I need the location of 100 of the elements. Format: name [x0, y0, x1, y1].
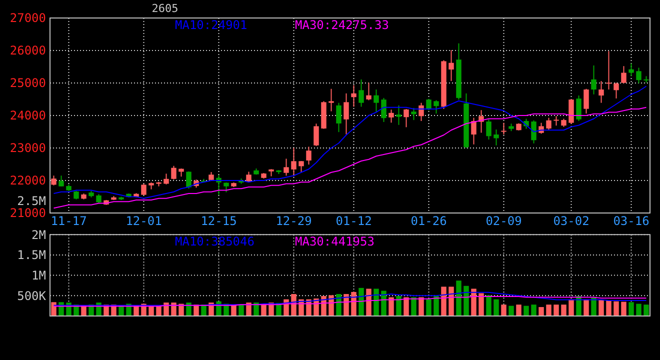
candlestick [576, 95, 582, 122]
bar [621, 302, 626, 316]
candlestick [471, 117, 476, 145]
x-tick-label: 03-16 [613, 214, 650, 228]
candlestick [298, 160, 304, 173]
bar [524, 306, 529, 316]
text: MA10:385046 [175, 234, 254, 249]
x-tick-label: 11-17 [50, 214, 87, 228]
candlestick [426, 98, 432, 111]
bar [598, 300, 604, 316]
chart-title: 2605 [152, 2, 178, 15]
candlestick [501, 122, 506, 136]
bar [561, 304, 566, 316]
bar [494, 299, 499, 316]
bar [201, 304, 206, 316]
candlestick [351, 84, 356, 108]
bar [381, 290, 386, 316]
candlestick [546, 117, 552, 130]
y-tick-label: 21000 [10, 206, 46, 220]
candlestick [614, 82, 619, 99]
x-tick-label: 01-12 [336, 214, 372, 228]
candlestick [224, 182, 229, 193]
bar [426, 299, 432, 316]
bar [374, 288, 379, 316]
candlestick [164, 173, 169, 185]
candlestick [554, 116, 559, 126]
candlestick [396, 104, 402, 126]
bar [358, 288, 364, 316]
line-series [53, 296, 647, 307]
bar [531, 304, 536, 316]
bar [584, 299, 589, 316]
candlestick [51, 175, 56, 186]
y-tick-label: 26000 [10, 44, 46, 58]
bar [471, 288, 476, 316]
bar [351, 292, 356, 316]
bar [51, 302, 56, 316]
candlestick [606, 50, 612, 90]
bar [606, 300, 612, 316]
bar [628, 302, 634, 316]
y-tick-label: 22000 [10, 174, 46, 188]
y-tick-label: 500K [17, 288, 47, 303]
candlestick [494, 128, 499, 146]
x-tick-label: 02-09 [486, 214, 522, 228]
bar [238, 304, 244, 316]
candlestick [186, 170, 192, 190]
y-tick-label: 24000 [10, 108, 46, 123]
candlestick [434, 100, 439, 114]
bar [291, 294, 296, 316]
candlestick [531, 120, 536, 144]
candlestick [448, 50, 454, 82]
candlestick [58, 175, 64, 187]
bar [148, 306, 154, 316]
candlestick [171, 165, 176, 180]
candlestick [404, 108, 409, 128]
x-tick-label: 12-15 [200, 214, 237, 228]
candlestick [591, 64, 596, 95]
text: 2.5M [17, 194, 46, 208]
candlestick [314, 123, 319, 147]
candlestick [374, 89, 379, 113]
bar [538, 307, 544, 316]
bar [411, 297, 416, 316]
candlestick [381, 97, 386, 122]
candlestick [388, 109, 394, 124]
y-tick-label: 25000 [10, 76, 46, 90]
bar [486, 295, 492, 316]
bar [261, 304, 266, 316]
bar [546, 304, 552, 316]
bar [396, 296, 402, 316]
line-series [53, 292, 647, 306]
candlestick [418, 102, 424, 122]
bar [321, 296, 326, 316]
y-tick-label: 1.5M [17, 248, 46, 262]
candlestick [478, 110, 484, 134]
candlestick [328, 88, 334, 112]
candlestick [291, 147, 296, 177]
y-tick-label: 23000 [10, 141, 46, 156]
bar [614, 301, 619, 316]
bar [576, 296, 582, 316]
candlestick [411, 108, 416, 121]
text: MA30:24275.33 [295, 18, 389, 32]
bar [464, 286, 469, 316]
candlestick [621, 66, 626, 84]
candlestick [344, 92, 349, 135]
bar [636, 304, 642, 316]
bar [456, 280, 462, 316]
bar [254, 302, 259, 316]
candlestick [486, 118, 492, 140]
bar [186, 302, 192, 316]
candlestick [584, 88, 589, 114]
candlestick [366, 82, 372, 101]
x-tick-label: 12-29 [276, 214, 312, 228]
bar [404, 297, 409, 316]
y-tick-label: 1M [32, 268, 46, 282]
y-tick-label: 2M [32, 228, 46, 242]
text: MA10:24901 [175, 18, 248, 32]
candlestick [284, 158, 289, 176]
bar [644, 304, 649, 316]
candlestick [336, 102, 342, 133]
candlestick [636, 67, 642, 84]
bar [434, 296, 439, 316]
